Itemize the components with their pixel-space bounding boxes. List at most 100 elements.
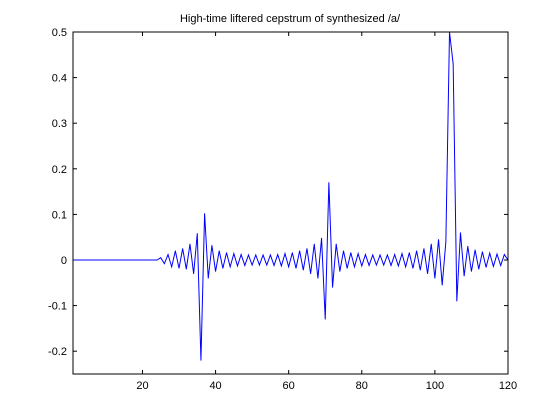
data-point	[401, 253, 403, 255]
y-tick-label: 0.3	[52, 118, 67, 130]
data-point	[237, 265, 238, 267]
data-point	[127, 259, 129, 261]
data-point	[339, 271, 341, 272]
data-point	[163, 263, 165, 265]
data-point	[120, 259, 121, 261]
data-point	[244, 265, 246, 266]
data-point	[240, 254, 242, 255]
data-point	[79, 259, 81, 261]
data-point	[156, 259, 158, 261]
data-point	[324, 318, 326, 320]
data-point	[365, 254, 366, 255]
data-point	[317, 277, 319, 279]
data-point	[83, 259, 85, 261]
data-point	[105, 259, 107, 261]
data-point	[196, 233, 198, 234]
data-point	[218, 250, 220, 252]
data-point	[131, 259, 132, 261]
data-point	[174, 250, 176, 252]
data-point	[434, 277, 436, 279]
data-point	[306, 248, 308, 250]
data-point	[160, 257, 162, 259]
data-point	[452, 63, 454, 65]
x-tick-label: 20	[136, 380, 148, 392]
plot-frame	[72, 31, 509, 375]
data-point	[233, 253, 235, 255]
data-point	[288, 266, 290, 268]
data-point	[379, 254, 381, 256]
data-point	[427, 273, 428, 275]
data-point	[262, 254, 264, 256]
data-point	[98, 259, 99, 261]
data-point	[485, 266, 487, 268]
data-point	[397, 265, 399, 267]
data-point	[357, 253, 359, 255]
data-point	[368, 265, 370, 266]
cepstrum-series-line	[73, 31, 509, 361]
data-point	[222, 267, 224, 269]
y-tick-label: 0.2	[52, 164, 67, 176]
data-point	[269, 254, 271, 256]
data-point	[211, 245, 213, 246]
data-point	[328, 182, 330, 183]
data-point	[277, 254, 279, 255]
data-point	[390, 265, 392, 266]
data-point	[500, 265, 502, 266]
data-point	[412, 267, 414, 269]
x-tick-label: 60	[283, 380, 295, 392]
data-point	[171, 266, 173, 268]
x-tick-label: 40	[209, 380, 221, 392]
data-point	[112, 259, 114, 261]
data-point	[354, 266, 355, 268]
y-tick-label: 0	[61, 255, 67, 267]
data-point	[193, 273, 195, 275]
data-point	[291, 252, 293, 254]
data-point	[350, 252, 352, 254]
data-point	[273, 265, 275, 266]
data-point	[405, 266, 407, 268]
data-point	[185, 268, 187, 270]
data-point	[430, 243, 432, 245]
data-point	[419, 269, 421, 271]
data-point	[200, 359, 202, 361]
data-point	[482, 251, 483, 253]
data-point	[153, 259, 154, 261]
data-point	[460, 232, 461, 234]
data-point	[343, 250, 344, 252]
x-tick-label: 80	[356, 380, 368, 392]
data-point	[445, 241, 447, 243]
data-point	[376, 264, 377, 266]
data-point	[178, 267, 180, 269]
data-point	[492, 265, 494, 267]
data-point	[416, 250, 418, 252]
data-point	[142, 259, 143, 261]
y-tick-label: -0.2	[48, 346, 67, 358]
data-point	[149, 259, 151, 261]
data-point	[335, 243, 337, 245]
data-point	[503, 254, 505, 255]
data-point	[463, 275, 465, 277]
data-point	[423, 248, 425, 250]
data-point	[361, 265, 363, 267]
data-point	[138, 259, 140, 261]
data-point	[438, 239, 439, 240]
data-point	[76, 259, 78, 261]
data-point	[302, 269, 304, 271]
data-point	[299, 250, 301, 252]
y-tick-label: 0.4	[52, 73, 67, 85]
data-point	[101, 259, 103, 261]
plot-area	[73, 32, 508, 374]
data-point	[204, 213, 206, 214]
data-point	[321, 237, 322, 239]
data-point	[207, 277, 209, 279]
data-point	[496, 253, 498, 255]
chart-title: High-time liftered cepstrum of synthesiz…	[180, 13, 401, 25]
data-point	[383, 264, 385, 266]
data-point	[134, 259, 136, 261]
data-point	[313, 243, 315, 245]
data-point	[478, 268, 480, 270]
data-point	[189, 243, 191, 245]
data-point	[372, 254, 374, 256]
y-tick-label: -0.1	[48, 301, 67, 313]
data-point	[474, 249, 476, 251]
